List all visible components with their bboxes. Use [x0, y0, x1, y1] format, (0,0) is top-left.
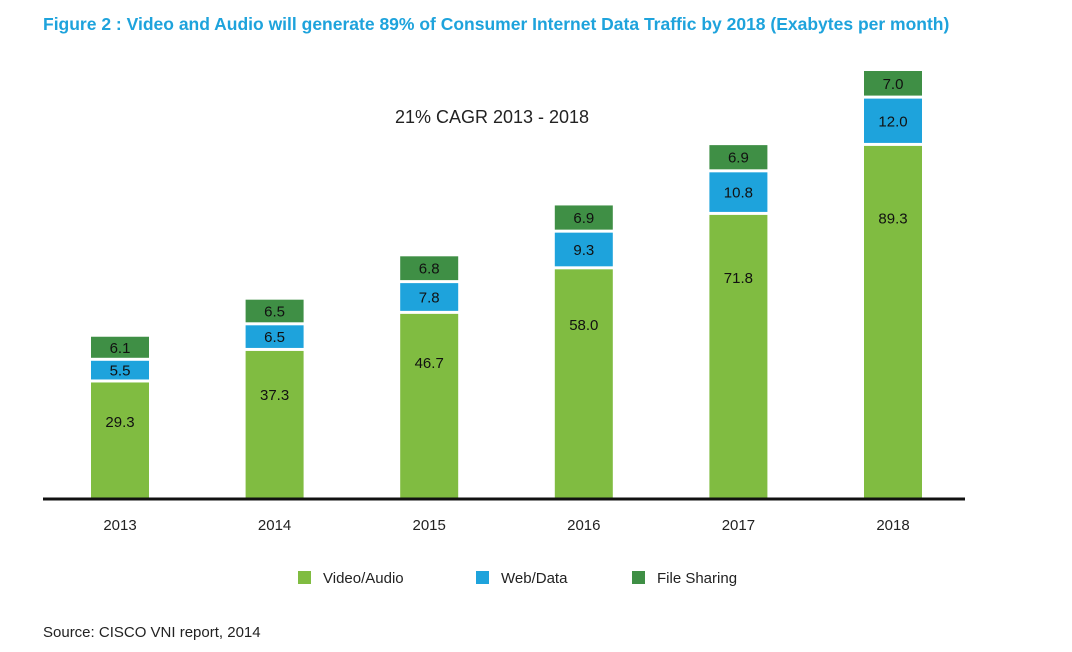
legend-swatch-file-sharing [632, 571, 645, 584]
data-label-file-sharing-2017: 6.9 [728, 150, 749, 167]
legend-label-video-audio: Video/Audio [323, 570, 404, 587]
data-label-web-data-2015: 7.8 [419, 289, 440, 306]
x-tick-label-2014: 2014 [258, 517, 291, 534]
bar-video-audio-2013 [91, 382, 149, 498]
bar-file-sharing-2013 [91, 336, 149, 358]
x-tick-label-2018: 2018 [876, 517, 909, 534]
bar-web-data-2014 [245, 325, 304, 348]
data-label-web-data-2017: 10.8 [724, 185, 753, 202]
bar-video-audio-2016 [554, 269, 613, 498]
source-note: Source: CISCO VNI report, 2014 [43, 624, 261, 641]
bar-web-data-2015 [400, 283, 459, 311]
bar-video-audio-2014 [245, 350, 304, 498]
data-label-web-data-2014: 6.5 [264, 329, 285, 346]
x-tick-label-2015: 2015 [413, 517, 446, 534]
bar-video-audio-2017 [709, 214, 768, 498]
bar-file-sharing-2016 [554, 205, 613, 230]
bar-web-data-2016 [554, 232, 613, 267]
data-label-video-audio-2013: 29.3 [105, 414, 134, 431]
legend-swatch-web-data [476, 571, 489, 584]
bar-file-sharing-2018 [864, 71, 922, 96]
legend-swatch-video-audio [298, 571, 311, 584]
bar-file-sharing-2017 [709, 145, 768, 170]
bars-group: 29.3 5.5 6.1 37.3 6.5 6.5 46.7 7.8 6.8 58.0 9.3 6.9… [91, 71, 922, 498]
bar-file-sharing-2015 [400, 256, 459, 281]
data-label-video-audio-2017: 71.8 [724, 270, 753, 287]
data-label-file-sharing-2016: 6.9 [573, 210, 594, 227]
data-label-web-data-2018: 12.0 [878, 113, 907, 130]
data-label-web-data-2013: 5.5 [110, 363, 131, 380]
bar-web-data-2013 [91, 360, 149, 380]
data-label-video-audio-2015: 46.7 [415, 355, 444, 372]
bar-file-sharing-2014 [245, 299, 304, 323]
data-label-web-data-2016: 9.3 [573, 242, 594, 259]
bar-video-audio-2018 [864, 145, 922, 498]
legend: Video/Audio Web/Data File Sharing [298, 570, 737, 587]
x-tick-labels: 2013 2014 2015 2016 2017 2018 [103, 517, 909, 534]
data-label-file-sharing-2014: 6.5 [264, 303, 285, 320]
data-label-video-audio-2014: 37.3 [260, 387, 289, 404]
x-tick-label-2013: 2013 [103, 517, 136, 534]
bar-web-data-2017 [709, 172, 768, 212]
cagr-annotation: 21% CAGR 2013 - 2018 [395, 107, 589, 127]
legend-label-web-data: Web/Data [501, 570, 568, 587]
legend-label-file-sharing: File Sharing [657, 570, 737, 587]
data-label-file-sharing-2018: 7.0 [883, 76, 904, 93]
chart-title: Figure 2 : Video and Audio will generate… [43, 14, 950, 34]
data-label-file-sharing-2013: 6.1 [110, 340, 131, 357]
bar-web-data-2018 [864, 98, 922, 143]
data-label-file-sharing-2015: 6.8 [419, 261, 440, 278]
data-label-video-audio-2018: 89.3 [878, 211, 907, 228]
bar-video-audio-2015 [400, 313, 459, 498]
data-label-video-audio-2016: 58.0 [569, 317, 598, 334]
x-tick-label-2017: 2017 [722, 517, 755, 534]
x-tick-label-2016: 2016 [567, 517, 600, 534]
